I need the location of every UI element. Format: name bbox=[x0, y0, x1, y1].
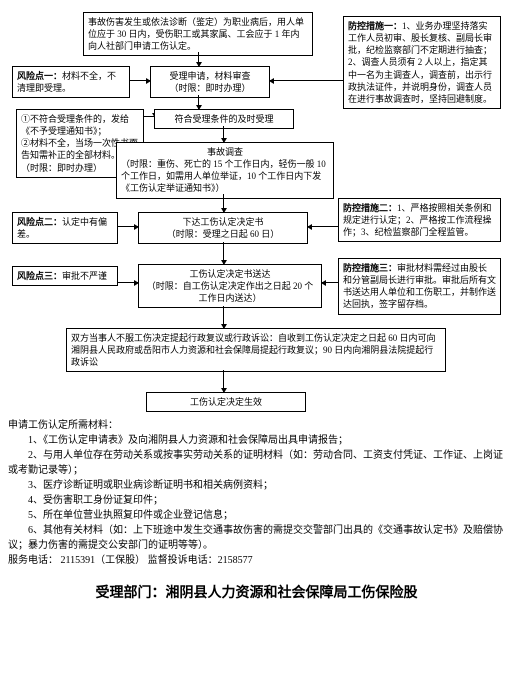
arrow-accept-down bbox=[198, 95, 199, 109]
investigate-text: （时限：重伤、死亡的 15 个工作日内，轻伤一般 10 个工作日，如需用人单位举… bbox=[121, 158, 329, 194]
prevent2-box: 防控措施二：1、严格按照相关条例和规定进行认定；2、严格按工作流程操作；3、纪检… bbox=[338, 198, 501, 242]
arrow-start-accept bbox=[198, 52, 199, 66]
prevent1-text: 1、业务办理坚持落实工作人员初审、股长复核、副局长审批，纪检监察部门不定期进行抽… bbox=[348, 21, 492, 104]
prevent2-label: 防控措施二： bbox=[343, 203, 397, 213]
footer-phone: 服务电话： 2115391（工保股） 监督投诉电话：2158577 bbox=[8, 553, 505, 568]
department: 受理部门：湘阴县人力资源和社会保障局工伤保险股 bbox=[8, 582, 505, 602]
accept-box: 受理申请，材料审查 （时限：即时办理） bbox=[150, 66, 270, 98]
risk1-label: 风险点一： bbox=[17, 71, 62, 81]
flowchart-container: 事故伤害发生或依法诊断（鉴定）为职业病后，用人单位应于 30 日内，受伤职工或其… bbox=[8, 8, 505, 528]
prevent1-label: 防控措施一： bbox=[348, 21, 402, 31]
arrow-prevent2 bbox=[308, 226, 338, 227]
deliver-box: 工伤认定决定书送达 （时限：自工伤认定决定作出之日起 20 个工作日内送达） bbox=[138, 264, 322, 308]
arrow-risk1 bbox=[130, 80, 150, 81]
arrow-prevent3 bbox=[322, 282, 338, 283]
arrow-meet-investigate bbox=[223, 126, 224, 142]
prevent1-box: 防控措施一：1、业务办理坚持落实工作人员初审、股长复核、副局长审批，纪检监察部门… bbox=[343, 16, 501, 109]
arrow-risk2 bbox=[118, 226, 138, 227]
prevent3-box: 防控措施三：审批材料需经过由股长和分管副局长进行审批。审批后所有文书送达用人单位… bbox=[338, 258, 501, 315]
start-box: 事故伤害发生或依法诊断（鉴定）为职业病后，用人单位应于 30 日内，受伤职工或其… bbox=[83, 12, 313, 56]
final-box: 工伤认定决定生效 bbox=[146, 392, 306, 412]
risk3-box: 风险点三：审批不严谨 bbox=[12, 266, 118, 286]
investigate-box: 事故调查 （时限：重伤、死亡的 15 个工作日内，轻伤一般 10 个工作日，如需… bbox=[116, 142, 334, 199]
arrow-risk3 bbox=[118, 282, 138, 283]
arrow-investigate-decide bbox=[223, 194, 224, 212]
arrow-deliver-appeal bbox=[223, 306, 224, 328]
risk3-text: 审批不严谨 bbox=[62, 271, 107, 281]
arrow-prevent1 bbox=[270, 80, 343, 81]
prevent3-label: 防控措施三： bbox=[343, 263, 397, 273]
risk3-label: 风险点三： bbox=[17, 271, 62, 281]
arrow-decide-deliver bbox=[223, 242, 224, 264]
risk1-box: 风险点一：材料不全，不清理即受理。 bbox=[12, 66, 130, 98]
decide-box: 下达工伤认定决定书 （时限：受理之日起 60 日） bbox=[138, 212, 308, 244]
risk2-box: 风险点二：认定中有偏差。 bbox=[12, 212, 118, 244]
risk2-label: 风险点二： bbox=[17, 217, 62, 227]
arrow-appeal-final bbox=[223, 370, 224, 392]
meet-box: 符合受理条件的及时受理 bbox=[154, 109, 294, 129]
appeal-box: 双方当事人不服工伤决定提起行政复议或行政诉讼：自收到工伤认定决定之日起 60 日… bbox=[66, 328, 446, 372]
investigate-title: 事故调查 bbox=[121, 146, 329, 158]
